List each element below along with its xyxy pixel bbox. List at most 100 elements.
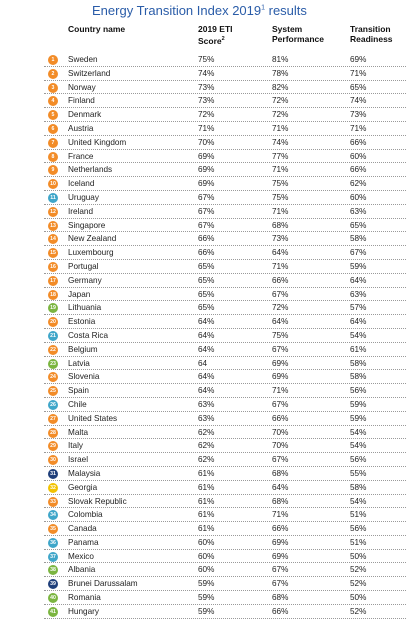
- table-row: 20 Estonia 64% 64% 64%: [44, 315, 406, 329]
- eti-score: 60%: [198, 551, 215, 561]
- country-name: France: [68, 151, 94, 161]
- header-eti-line2: Score: [198, 35, 222, 46]
- rank-badge: 19: [48, 303, 58, 314]
- header-country-label: Country name: [68, 24, 126, 34]
- system-performance: 69%: [272, 372, 289, 382]
- table-row: 12 Ireland 67% 71% 63%: [44, 205, 406, 219]
- title-suffix: results: [265, 3, 307, 18]
- transition-readiness: 50%: [350, 593, 367, 603]
- table-row: 7 United Kingdom 70% 74% 66%: [44, 136, 406, 150]
- transition-readiness: 63%: [350, 289, 367, 299]
- eti-score: 75%: [198, 55, 215, 64]
- country-name: Iceland: [68, 179, 95, 189]
- transition-readiness: 59%: [350, 413, 367, 423]
- rank-badge: 16: [48, 261, 58, 272]
- transition-readiness: 66%: [350, 137, 367, 147]
- table-row: 36 Panama 60% 69% 51%: [44, 536, 406, 550]
- rank-badge: 39: [48, 579, 58, 590]
- country-name: Panama: [68, 537, 99, 547]
- system-performance: 75%: [272, 179, 289, 189]
- country-name: Ireland: [68, 206, 94, 216]
- header-transition-readiness: Transition Readiness: [350, 24, 406, 44]
- rank-badge: 34: [48, 510, 58, 521]
- transition-readiness: 63%: [350, 206, 367, 216]
- header-eti-footnote-mark: 2: [221, 36, 225, 42]
- eti-score: 62%: [198, 441, 215, 451]
- table-row: 11 Uruguay 67% 75% 60%: [44, 191, 406, 205]
- eti-score: 60%: [198, 565, 215, 575]
- eti-score: 64: [198, 358, 208, 368]
- transition-readiness: 61%: [350, 344, 367, 354]
- transition-readiness: 51%: [350, 537, 367, 547]
- eti-score: 64%: [198, 372, 215, 382]
- rank-badge: 37: [48, 551, 58, 562]
- header-trans-line2: Readiness: [350, 34, 393, 44]
- page-title: Energy Transition Index 20191 results: [92, 3, 307, 18]
- country-name: Norway: [68, 82, 96, 92]
- country-name: Costa Rica: [68, 330, 109, 340]
- system-performance: 66%: [272, 606, 289, 616]
- transition-readiness: 60%: [350, 192, 367, 202]
- eti-score: 69%: [198, 151, 215, 161]
- eti-score: 69%: [198, 165, 215, 175]
- eti-score: 62%: [198, 455, 215, 465]
- country-name: New Zealand: [68, 234, 117, 244]
- rank-badge: 6: [48, 123, 58, 134]
- country-name: Malta: [68, 427, 89, 437]
- eti-score: 61%: [198, 524, 215, 534]
- system-performance: 72%: [272, 96, 289, 106]
- eti-score: 66%: [198, 248, 215, 258]
- table-row: 6 Austria 71% 71% 71%: [44, 122, 406, 136]
- system-performance: 67%: [272, 565, 289, 575]
- table-row: 34 Colombia 61% 71% 51%: [44, 508, 406, 523]
- transition-readiness: 60%: [350, 151, 367, 161]
- system-performance: 78%: [272, 68, 289, 78]
- table-row: 30 Israel 62% 67% 56%: [44, 453, 406, 467]
- transition-readiness: 56%: [350, 455, 367, 465]
- country-name: Luxembourg: [68, 248, 114, 258]
- country-name: Sweden: [68, 55, 98, 64]
- transition-readiness: 52%: [350, 579, 367, 589]
- rank-badge: 35: [48, 524, 58, 535]
- header-eti-line1: 2019 ETI: [198, 24, 233, 34]
- country-name: Denmark: [68, 110, 102, 120]
- transition-readiness: 51%: [350, 510, 367, 520]
- country-name: Uruguay: [68, 192, 99, 202]
- table-row: 29 Italy 62% 70% 54%: [44, 439, 406, 454]
- eti-score: 71%: [198, 123, 215, 133]
- transition-readiness: 55%: [350, 468, 367, 478]
- country-name: Hungary: [68, 606, 99, 616]
- table-row: 28 Malta 62% 70% 54%: [44, 426, 406, 440]
- rank-badge: 31: [48, 468, 58, 479]
- rank-badge: 22: [48, 344, 58, 355]
- country-name: Spain: [68, 386, 89, 396]
- system-performance: 68%: [272, 593, 289, 603]
- system-performance: 70%: [272, 427, 289, 437]
- table-row: 31 Malaysia 61% 68% 55%: [44, 467, 406, 481]
- system-performance: 70%: [272, 441, 289, 451]
- rank-badge: 10: [48, 179, 58, 190]
- transition-readiness: 59%: [350, 261, 367, 271]
- eti-score: 59%: [198, 579, 215, 589]
- header-system-performance: System Performance: [272, 24, 342, 44]
- transition-readiness: 73%: [350, 110, 367, 120]
- eti-score: 63%: [198, 413, 215, 423]
- table-row: 18 Japan 65% 67% 63%: [44, 288, 406, 302]
- country-name: Austria: [68, 123, 94, 133]
- system-performance: 82%: [272, 82, 289, 92]
- table-row: 35 Canada 61% 66% 56%: [44, 522, 406, 536]
- transition-readiness: 58%: [350, 372, 367, 382]
- rank-badge: 11: [48, 192, 58, 203]
- country-name: Malaysia: [68, 468, 101, 478]
- rank-badge: 21: [48, 330, 58, 341]
- system-performance: 71%: [272, 165, 289, 175]
- table-row: 38 Albania 60% 67% 52%: [44, 563, 406, 578]
- rank-badge: 29: [48, 441, 58, 452]
- eti-score: 73%: [198, 82, 215, 92]
- country-name: Lithuania: [68, 303, 102, 313]
- header-trans-line1: Transition: [350, 24, 391, 34]
- system-performance: 71%: [272, 206, 289, 216]
- rank-badge: 7: [48, 137, 58, 148]
- transition-readiness: 66%: [350, 165, 367, 175]
